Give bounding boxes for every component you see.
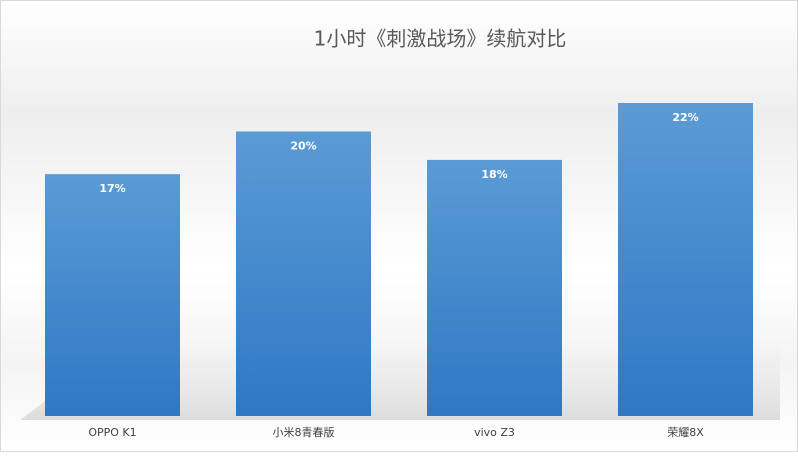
chart-title: 1小时《刺激战场》续航对比 xyxy=(314,27,567,51)
data-label: 17% xyxy=(99,182,125,195)
x-tick-label: 荣耀8X xyxy=(667,426,704,439)
bar xyxy=(45,174,180,416)
data-label: 22% xyxy=(672,111,698,124)
data-label: 20% xyxy=(290,139,316,152)
bar xyxy=(427,159,562,416)
bar xyxy=(618,103,753,416)
x-tick-label: OPPO K1 xyxy=(88,426,136,439)
x-tick-label: 小米8青春版 xyxy=(273,425,335,439)
data-label: 18% xyxy=(481,168,507,181)
floor-shadow xyxy=(20,345,780,420)
bar xyxy=(236,131,371,417)
x-tick-label: vivo Z3 xyxy=(474,426,515,439)
